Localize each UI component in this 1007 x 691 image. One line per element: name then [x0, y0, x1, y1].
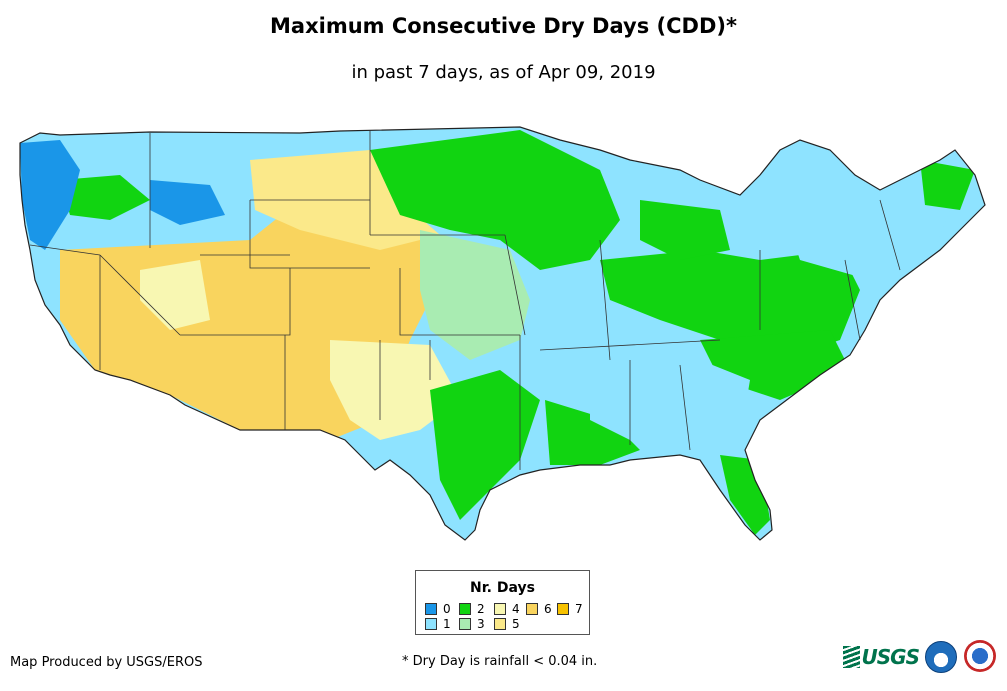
usgs-logo: USGS: [843, 642, 920, 672]
us-outline: [19, 126, 986, 541]
credit-text: Map Produced by USGS/EROS: [10, 655, 203, 670]
legend-swatch-5: [494, 618, 506, 630]
legend-box: Nr. Days 0 1 2 3 4 5 6 7: [415, 570, 590, 635]
footnote-text: * Dry Day is rainfall < 0.04 in.: [402, 654, 598, 669]
region-2-days-maine: [920, 160, 975, 210]
region-2-days-texas: [430, 370, 540, 520]
legend-label-3: 3: [477, 617, 485, 631]
usgs-wave-icon: [843, 646, 860, 668]
legend-label-6: 6: [544, 602, 552, 616]
usgs-logo-text: USGS: [861, 645, 920, 669]
legend-swatch-0: [425, 603, 437, 615]
legend-swatch-7: [557, 603, 569, 615]
region-0-days-pacific-coast: [20, 140, 80, 250]
region-2-days-northern-plains: [370, 130, 620, 270]
legend-item-6: 6: [526, 602, 552, 616]
legend-label-7: 7: [575, 602, 583, 616]
legend-label-2: 2: [477, 602, 485, 616]
legend-item-2: 2: [459, 602, 485, 616]
legend-swatch-3: [459, 618, 471, 630]
legend-item-4: 4: [494, 602, 520, 616]
region-2-days-gulf: [545, 400, 640, 465]
region-2-days-northwest: [60, 175, 150, 220]
region-1-day-northeast: [780, 190, 950, 280]
region-2-days-michigan: [640, 200, 730, 260]
region-2-days-ohio-valley: [600, 250, 860, 360]
legend-label-1: 1: [443, 617, 451, 631]
legend-swatch-1: [425, 618, 437, 630]
legend-swatch-4: [494, 603, 506, 615]
region-4-days-texas-west: [330, 340, 460, 440]
legend-item-5: 5: [494, 617, 520, 631]
noaa-logo: [925, 641, 957, 673]
legend-swatch-2: [459, 603, 471, 615]
legend-item-1: 1: [425, 617, 451, 631]
map-subtitle: in past 7 days, as of Apr 09, 2019: [351, 62, 656, 83]
region-3-days-plains: [420, 230, 530, 360]
legend-swatch-6: [526, 603, 538, 615]
region-0-days-idaho: [150, 180, 225, 225]
nws-logo: [964, 640, 996, 672]
state-boundaries: [29, 131, 901, 470]
legend-label-0: 0: [443, 602, 451, 616]
legend-item-0: 0: [425, 602, 451, 616]
legend-item-7: 7: [557, 602, 583, 616]
legend-item-3: 3: [459, 617, 485, 631]
map-title: Maximum Consecutive Dry Days (CDD)*: [270, 14, 737, 38]
legend-label-4: 4: [512, 602, 520, 616]
legend-title: Nr. Days: [470, 580, 535, 596]
legend-label-5: 5: [512, 617, 520, 631]
